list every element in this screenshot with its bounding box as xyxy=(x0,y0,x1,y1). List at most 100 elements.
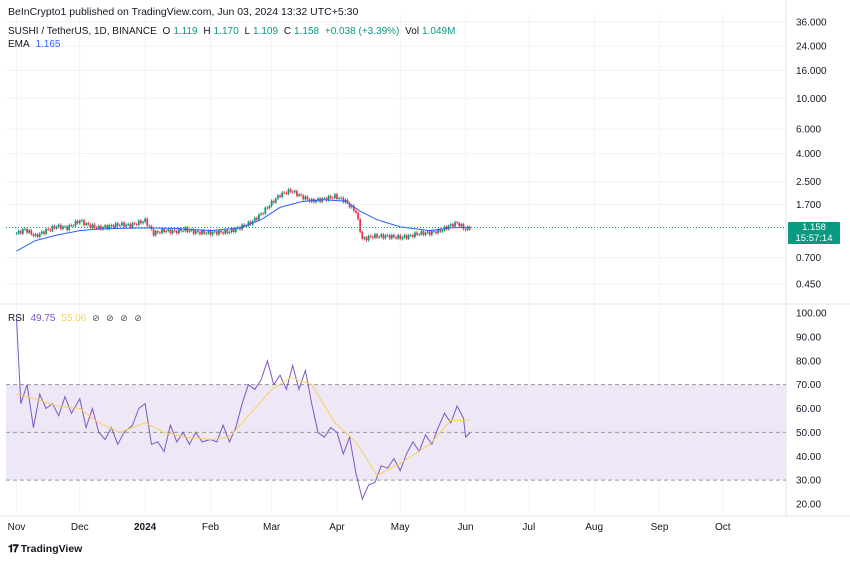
candle-body xyxy=(329,196,332,198)
candle-body xyxy=(338,198,340,199)
candle-body xyxy=(300,194,303,196)
candle-body xyxy=(458,222,461,227)
rsi-y-tick-label: 30.00 xyxy=(796,476,821,487)
candle-body xyxy=(87,223,90,225)
tradingview-logo[interactable]: 𝟏𝟕 TradingView xyxy=(8,543,82,556)
candle-body xyxy=(104,225,106,228)
candle-body xyxy=(228,232,231,234)
y-tick-label: 0.700 xyxy=(796,253,821,264)
candle-body xyxy=(382,234,385,239)
candle-body xyxy=(83,220,85,226)
change-value: +0.038 (+3.39%) xyxy=(324,26,400,37)
candle-body xyxy=(260,213,262,215)
candle-body xyxy=(272,200,275,203)
candle-body xyxy=(194,230,197,234)
symbol-label[interactable]: SUSHI / TetherUS, 1D, BINANCE xyxy=(8,26,157,37)
candle-body xyxy=(125,224,128,227)
candle-body xyxy=(424,232,427,235)
candle-body xyxy=(361,232,364,239)
candle-body xyxy=(357,212,359,220)
candle-body xyxy=(369,235,372,237)
candle-body xyxy=(386,235,389,237)
candle-body xyxy=(245,225,248,227)
candle-body xyxy=(355,210,357,213)
y-tick-label: 24.000 xyxy=(796,42,827,53)
visibility-icons[interactable]: ⊘ ⊘ ⊘ ⊘ xyxy=(92,313,144,323)
candle-body xyxy=(314,200,317,203)
candle-body xyxy=(74,220,77,226)
candle-body xyxy=(433,230,435,232)
y-tick-label: 6.000 xyxy=(796,125,821,136)
candle-body xyxy=(306,196,309,200)
candle-body xyxy=(399,235,402,239)
candle-body xyxy=(462,224,465,230)
candle-body xyxy=(137,220,140,225)
candle-body xyxy=(262,213,265,215)
candle-body xyxy=(215,231,218,235)
candle-body xyxy=(26,229,28,233)
candle-body xyxy=(135,223,138,225)
x-tick-label: Jun xyxy=(458,522,474,533)
candle-body xyxy=(34,234,37,236)
candle-body xyxy=(224,229,227,234)
y-tick-label: 36.000 xyxy=(796,18,827,29)
candle-body xyxy=(346,199,349,203)
candle-body xyxy=(57,224,60,227)
candle-body xyxy=(140,220,142,224)
candle-body xyxy=(161,229,163,234)
high-value: 1.170 xyxy=(213,26,239,37)
rsi-legend[interactable]: RSI 49.75 55.06 ⊘ ⊘ ⊘ ⊘ xyxy=(8,313,147,324)
candle-body xyxy=(114,223,117,228)
candle-body xyxy=(466,226,469,230)
candle-body xyxy=(213,231,216,233)
rsi-y-tick-label: 60.00 xyxy=(796,404,821,415)
candle-body xyxy=(323,198,326,200)
rsi-y-tick-label: 50.00 xyxy=(796,428,821,439)
candle-body xyxy=(401,237,404,239)
candle-body xyxy=(285,192,288,194)
candle-body xyxy=(291,191,294,193)
candle-body xyxy=(19,230,22,234)
candle-body xyxy=(403,235,406,238)
close-value: 1.158 xyxy=(294,26,320,37)
candle-body xyxy=(249,221,252,225)
candle-body xyxy=(146,218,149,226)
candle-body xyxy=(437,229,440,234)
candle-body xyxy=(374,234,376,238)
candle-body xyxy=(435,231,437,234)
candle-body xyxy=(293,190,296,193)
candle-body xyxy=(298,194,300,196)
rsi-line xyxy=(16,317,471,501)
candle-body xyxy=(28,230,31,233)
candle-body xyxy=(447,225,450,230)
candle-body xyxy=(454,222,456,227)
publisher-line: BeInCrypto1 published on TradingView.com… xyxy=(8,6,359,18)
candle-body xyxy=(203,230,206,234)
candle-body xyxy=(51,226,54,231)
candle-body xyxy=(152,229,155,236)
candle-body xyxy=(414,232,416,238)
candle-body xyxy=(196,230,199,233)
ema-legend[interactable]: EMA 1.165 xyxy=(8,39,63,50)
candle-body xyxy=(226,229,229,234)
candle-body xyxy=(439,229,442,232)
y-tick-label: 10.000 xyxy=(796,94,827,105)
volume-value: 1.049M xyxy=(422,26,456,37)
candle-body xyxy=(367,235,370,241)
candle-body xyxy=(158,232,161,234)
candle-body xyxy=(390,234,393,239)
x-tick-label: Apr xyxy=(329,522,345,533)
candle-body xyxy=(371,236,374,238)
candle-body xyxy=(118,225,121,226)
candle-body xyxy=(45,229,47,234)
x-tick-label: Sep xyxy=(651,522,669,533)
candle-body xyxy=(209,230,212,235)
candle-body xyxy=(78,220,81,224)
candle-body xyxy=(247,221,250,226)
x-tick-label: Oct xyxy=(715,522,731,533)
candle-body xyxy=(102,227,104,230)
candle-body xyxy=(418,234,421,236)
candle-body xyxy=(192,229,195,234)
candle-body xyxy=(342,197,345,203)
